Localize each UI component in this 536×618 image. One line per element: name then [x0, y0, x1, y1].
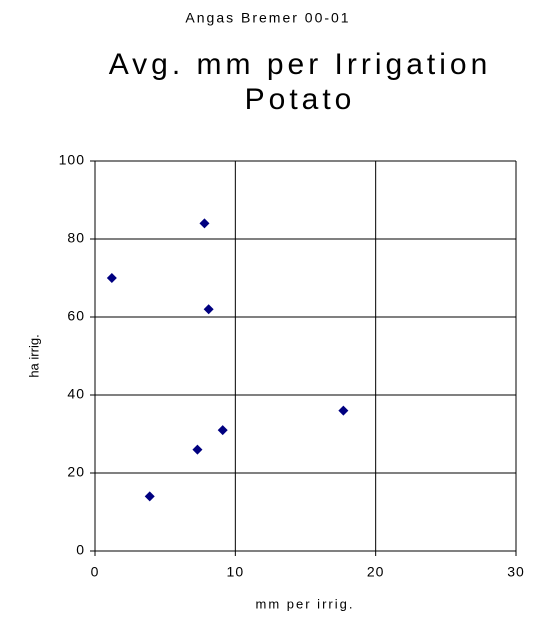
chart-supertitle: Angas Bremer 00-01	[185, 10, 350, 26]
point	[106, 273, 117, 283]
y-tick-label: 100	[59, 152, 85, 168]
x-tick-label: 0	[91, 564, 100, 580]
x-axis-label: mm per irrig.	[256, 596, 355, 611]
x-tick-label: 10	[227, 564, 245, 580]
point	[338, 405, 349, 416]
y-axis-label: ha irrig.	[26, 334, 41, 377]
y-tick-label: 0	[76, 542, 85, 558]
x-tick-label: 20	[367, 564, 385, 580]
y-tick-label: 80	[67, 230, 85, 246]
y-tick-label: 60	[67, 308, 85, 324]
x-tick-label: 30	[507, 564, 525, 580]
y-tick-label: 40	[67, 386, 85, 402]
point	[203, 304, 214, 315]
y-tick-label: 20	[67, 464, 85, 480]
chart-title: Potato	[245, 83, 356, 116]
point	[192, 444, 203, 455]
chart-title: Avg. mm per Irrigation	[109, 48, 492, 81]
point	[199, 218, 210, 229]
point	[217, 425, 228, 436]
point	[144, 491, 155, 502]
